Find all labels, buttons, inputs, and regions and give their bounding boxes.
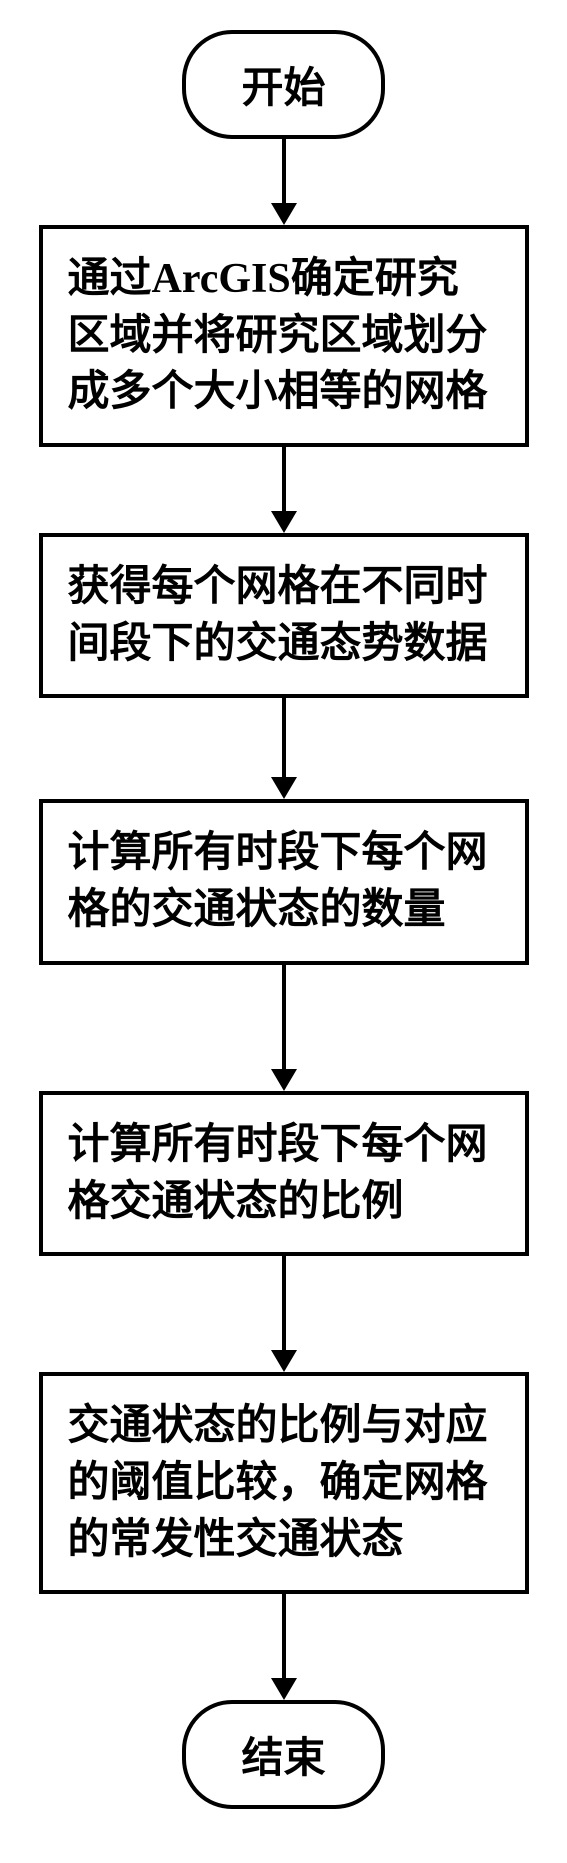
end-label: 结束 — [241, 1736, 325, 1782]
end-terminal: 结束 — [182, 1700, 384, 1809]
arrow-1 — [271, 139, 297, 225]
start-label: 开始 — [241, 66, 325, 112]
arrow-5 — [271, 1256, 297, 1372]
arrow-line — [282, 1256, 286, 1351]
arrow-3 — [271, 698, 297, 799]
arrow-head-icon — [271, 1350, 297, 1372]
arrow-line — [282, 965, 286, 1070]
arrow-head-icon — [271, 1069, 297, 1091]
arrow-line — [282, 447, 286, 512]
start-terminal: 开始 — [182, 30, 384, 139]
process-step-3: 计算所有时段下每个网格的交通状态的数量 — [39, 799, 529, 964]
arrow-line — [282, 698, 286, 778]
arrow-head-icon — [271, 511, 297, 533]
arrow-6 — [271, 1594, 297, 1700]
arrow-head-icon — [271, 1678, 297, 1700]
process-step-4: 计算所有时段下每个网格交通状态的比例 — [39, 1091, 529, 1256]
arrow-line — [282, 139, 286, 204]
process-step-2: 获得每个网格在不同时间段下的交通态势数据 — [39, 533, 529, 698]
process-step-1: 通过ArcGIS确定研究区域并将研究区域划分成多个大小相等的网格 — [39, 225, 529, 447]
step3-label: 计算所有时段下每个网格的交通状态的数量 — [68, 830, 488, 933]
step4-label: 计算所有时段下每个网格交通状态的比例 — [68, 1122, 488, 1225]
step1-label: 通过ArcGIS确定研究区域并将研究区域划分成多个大小相等的网格 — [68, 256, 488, 415]
arrow-2 — [271, 447, 297, 533]
arrow-head-icon — [271, 203, 297, 225]
arrow-head-icon — [271, 777, 297, 799]
step2-label: 获得每个网格在不同时间段下的交通态势数据 — [68, 564, 488, 667]
process-step-5: 交通状态的比例与对应的阈值比较，确定网格的常发性交通状态 — [39, 1372, 529, 1594]
arrow-line — [282, 1594, 286, 1679]
step5-label: 交通状态的比例与对应的阈值比较，确定网格的常发性交通状态 — [68, 1403, 488, 1562]
arrow-4 — [271, 965, 297, 1091]
